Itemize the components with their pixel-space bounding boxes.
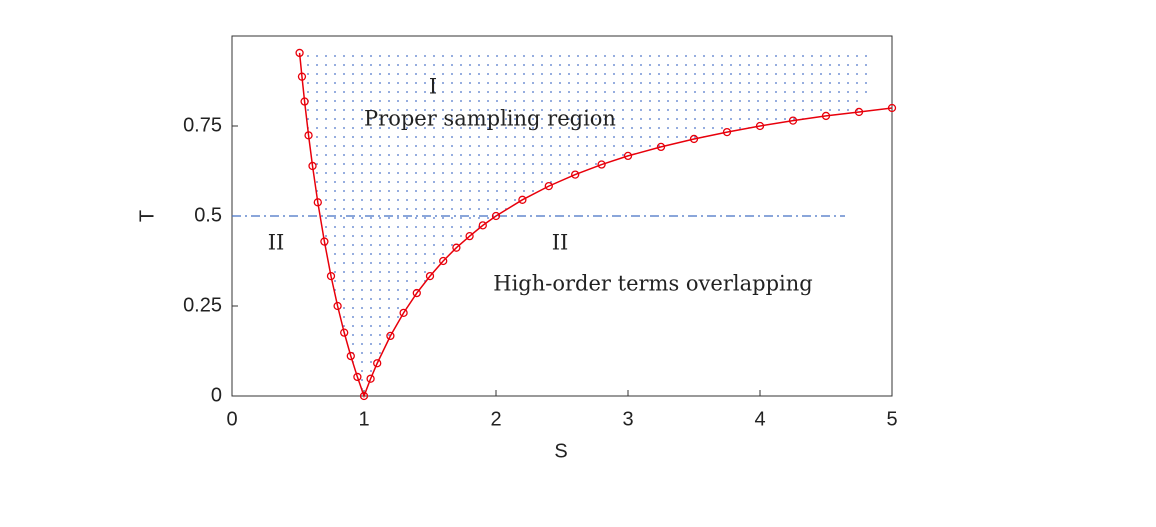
x-tick-label: 4 xyxy=(754,408,765,430)
x-tick-label: 3 xyxy=(622,408,633,430)
data-point xyxy=(887,103,897,113)
data-point xyxy=(491,211,501,221)
data-point xyxy=(412,288,421,298)
y-tick-label: 0.5 xyxy=(194,204,222,226)
data-point xyxy=(821,111,831,121)
data-point xyxy=(689,134,699,144)
x-tick-label: 1 xyxy=(358,408,369,430)
y-axis-label: T xyxy=(136,210,158,222)
data-point xyxy=(518,195,527,204)
data-point xyxy=(297,72,307,81)
data-point xyxy=(452,243,461,252)
data-point xyxy=(399,308,408,317)
data-point xyxy=(597,160,606,169)
series-line xyxy=(298,52,893,399)
data-point xyxy=(544,181,553,191)
x-tick-label: 5 xyxy=(886,408,897,430)
annotation: II xyxy=(268,231,285,255)
data-point xyxy=(623,151,633,161)
data-point xyxy=(313,198,322,207)
data-point xyxy=(373,359,382,368)
annotation: High-order terms overlapping xyxy=(493,272,812,296)
data-point xyxy=(320,237,329,246)
annotation: II xyxy=(552,231,569,255)
data-point xyxy=(788,116,798,125)
data-point xyxy=(755,121,765,131)
annotation: I xyxy=(429,75,437,99)
annotation: Proper sampling region xyxy=(364,107,616,131)
data-point xyxy=(656,142,666,152)
data-point xyxy=(346,351,355,361)
data-point xyxy=(359,391,369,401)
data-point xyxy=(340,328,349,337)
data-point xyxy=(308,161,317,171)
data-point xyxy=(854,107,864,117)
data-point xyxy=(465,232,474,241)
data-point xyxy=(425,271,435,281)
y-tick-label: 0.25 xyxy=(183,294,222,316)
x-tick-label: 2 xyxy=(490,408,501,430)
data-point xyxy=(326,271,336,281)
data-point xyxy=(304,131,313,140)
x-axis-label: S xyxy=(554,440,567,462)
data-point xyxy=(722,127,732,137)
data-point xyxy=(571,170,580,179)
x-tick-label: 0 xyxy=(226,408,237,430)
data-point xyxy=(366,374,375,383)
data-point xyxy=(478,221,487,230)
data-point xyxy=(353,372,362,382)
data-point xyxy=(300,97,309,106)
y-tick-label: 0.75 xyxy=(183,114,222,136)
data-point xyxy=(295,48,304,58)
data-point xyxy=(386,331,395,341)
y-tick-label: 0 xyxy=(211,384,222,406)
data-point xyxy=(439,256,448,266)
data-point xyxy=(333,301,342,311)
shaded-region xyxy=(299,52,869,396)
